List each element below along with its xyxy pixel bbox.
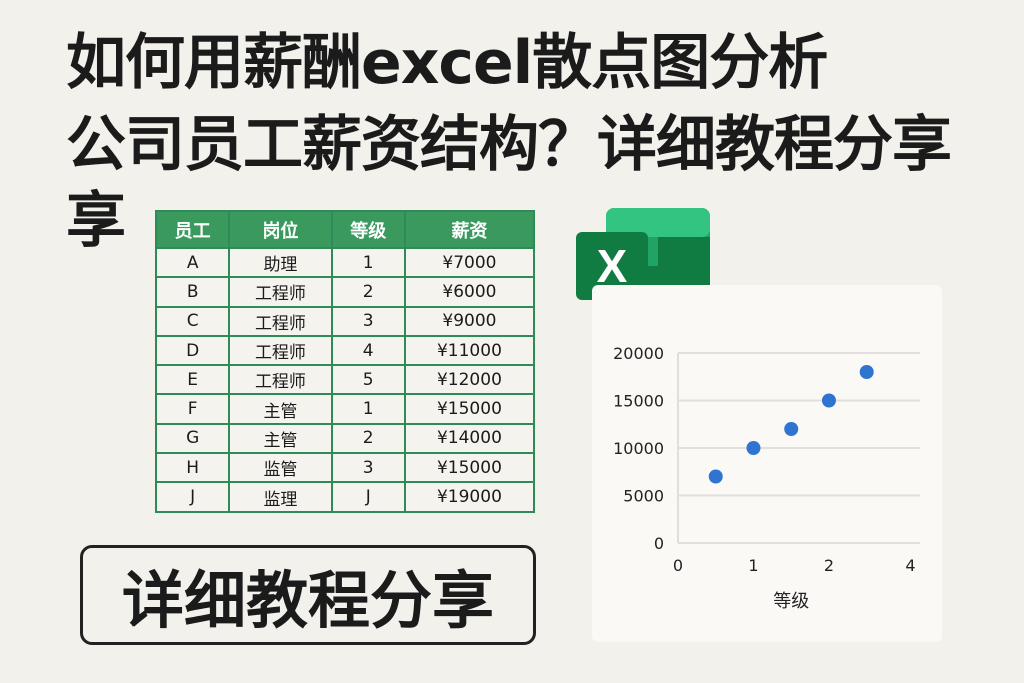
salary-table: 员工 岗位 等级 薪资 A 助理 1 ¥7000 B 工程师 2 ¥6000 C 工程师 3 ¥9000 D 工… bbox=[154, 210, 536, 513]
table-cell: 1 bbox=[330, 246, 406, 279]
table-cell: 工程师 bbox=[228, 364, 333, 396]
data-point bbox=[859, 365, 874, 379]
column-header: 薪资 bbox=[404, 211, 536, 248]
y-tick-label: 5000 bbox=[623, 487, 664, 506]
table-cell: F bbox=[154, 393, 231, 425]
table-row: D 工程师 4 ¥11000 bbox=[154, 334, 536, 367]
title-line-1: 如何用薪酬excel散点图分析 bbox=[66, 28, 828, 98]
table-row: A 助理 1 ¥7000 bbox=[154, 246, 536, 279]
column-header: 岗位 bbox=[229, 211, 333, 248]
tutorial-button[interactable]: 详细教程分享 bbox=[80, 545, 536, 645]
table-cell: ¥15000 bbox=[403, 393, 536, 425]
table-cell: ¥11000 bbox=[403, 334, 536, 367]
table-cell: 主管 bbox=[228, 422, 333, 455]
data-point bbox=[784, 422, 799, 436]
column-header: 等级 bbox=[331, 211, 406, 248]
excel-letter: X bbox=[597, 240, 628, 292]
table-cell: ¥19000 bbox=[403, 481, 536, 513]
table-cell: 4 bbox=[330, 334, 406, 367]
scatter-chart: 0 5000 10000 15000 20000 0 1 2 4 等级 bbox=[613, 344, 920, 612]
table-cell: ¥7000 bbox=[403, 246, 536, 279]
y-tick-label: 10000 bbox=[613, 439, 664, 458]
table-cell: 监理 bbox=[228, 481, 333, 513]
table-cell: 工程师 bbox=[228, 334, 333, 367]
table-cell: 助理 bbox=[228, 246, 333, 279]
table-cell: 监管 bbox=[228, 452, 333, 484]
x-tick-label: 1 bbox=[748, 556, 758, 575]
table-cell: ¥6000 bbox=[403, 276, 536, 308]
data-point bbox=[746, 441, 761, 455]
x-tick-label: 2 bbox=[824, 556, 834, 575]
table-cell: 5 bbox=[330, 364, 406, 396]
table-cell: H bbox=[154, 452, 231, 484]
table-cell: G bbox=[154, 422, 231, 455]
table-cell: C bbox=[154, 305, 231, 337]
x-tick-label: 0 bbox=[673, 556, 683, 575]
table-cell: ¥9000 bbox=[403, 305, 536, 337]
table-cell: ¥15000 bbox=[403, 452, 536, 484]
table-cell: J bbox=[154, 481, 231, 513]
table-cell: ¥14000 bbox=[403, 422, 536, 455]
table-row: C 工程师 3 ¥9000 bbox=[154, 305, 536, 337]
table-cell: B bbox=[154, 276, 231, 308]
table-cell: D bbox=[154, 334, 231, 367]
table-cell: 工程师 bbox=[228, 305, 333, 337]
table-cell: E bbox=[154, 364, 231, 396]
table-cell: 3 bbox=[330, 452, 406, 484]
y-tick-label: 0 bbox=[654, 534, 664, 553]
table-row: F 主管 1 ¥15000 bbox=[154, 393, 536, 425]
data-point bbox=[708, 469, 723, 484]
x-axis-label: 等级 bbox=[773, 591, 809, 612]
data-point bbox=[821, 393, 836, 408]
table-cell: 2 bbox=[330, 276, 406, 308]
table-cell: ¥12000 bbox=[403, 364, 536, 396]
table-row: E 工程师 5 ¥12000 bbox=[154, 364, 536, 396]
table-cell: 3 bbox=[330, 305, 406, 337]
x-tick-label: 4 bbox=[905, 556, 915, 575]
table-cell: 1 bbox=[330, 393, 406, 425]
title-line-2: 公司员工薪资结构？详细教程分享 bbox=[66, 110, 952, 180]
column-header: 员工 bbox=[156, 211, 231, 248]
table-cell: 工程师 bbox=[228, 276, 333, 308]
table-cell: 2 bbox=[330, 422, 406, 455]
table-row: H 监管 3 ¥15000 bbox=[154, 452, 536, 484]
table-row: G 主管 2 ¥14000 bbox=[154, 422, 536, 455]
table-header: 员工 岗位 等级 薪资 bbox=[156, 211, 536, 248]
y-tick-label: 20000 bbox=[613, 344, 664, 363]
y-tick-label: 15000 bbox=[613, 392, 664, 411]
title-line-3: 享 bbox=[66, 186, 126, 256]
table-row: J 监理 J ¥19000 bbox=[154, 481, 536, 513]
table-cell: J bbox=[330, 481, 406, 513]
chart-card: 0 5000 10000 15000 20000 0 1 2 4 等级 bbox=[592, 285, 942, 642]
table-row: B 工程师 2 ¥6000 bbox=[154, 276, 536, 308]
table-cell: 主管 bbox=[228, 393, 333, 425]
table-cell: A bbox=[154, 246, 231, 279]
